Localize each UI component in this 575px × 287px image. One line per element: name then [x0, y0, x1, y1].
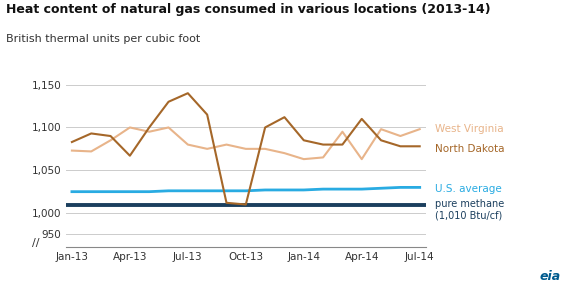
- Text: West Virginia: West Virginia: [435, 124, 504, 134]
- Text: British thermal units per cubic foot: British thermal units per cubic foot: [6, 34, 200, 44]
- Text: //: //: [32, 238, 40, 247]
- Text: pure methane
(1,010 Btu/cf): pure methane (1,010 Btu/cf): [435, 199, 504, 220]
- Text: eia: eia: [539, 270, 561, 283]
- Text: Heat content of natural gas consumed in various locations (2013-14): Heat content of natural gas consumed in …: [6, 3, 490, 16]
- Text: North Dakota: North Dakota: [435, 144, 505, 154]
- Text: U.S. average: U.S. average: [435, 184, 502, 194]
